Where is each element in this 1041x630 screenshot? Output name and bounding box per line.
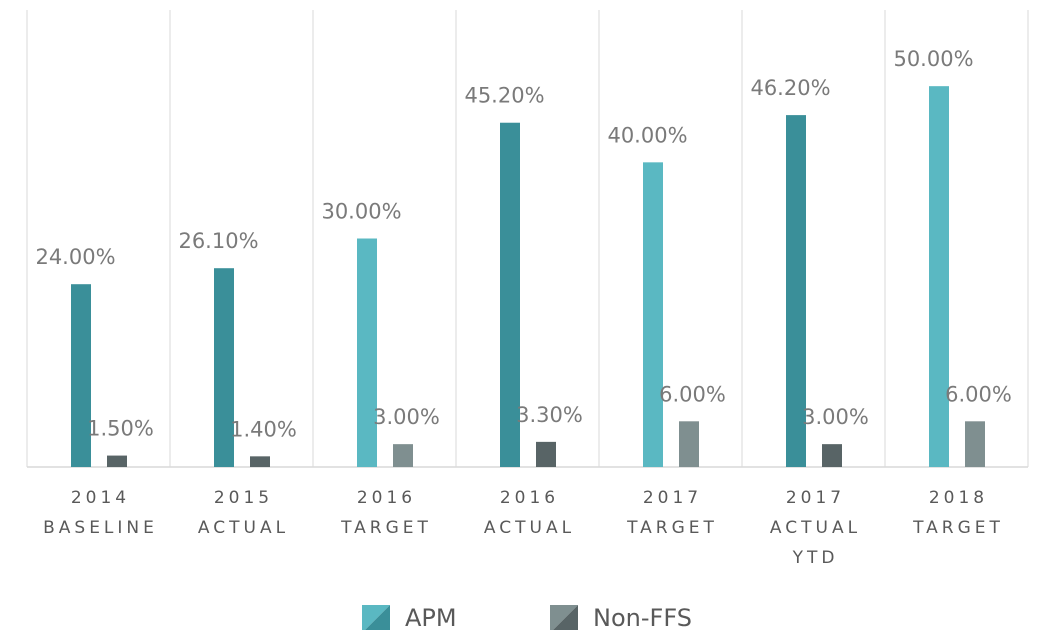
bar bbox=[929, 86, 949, 468]
data-label: 1.50% bbox=[87, 417, 154, 441]
data-label: 3.30% bbox=[516, 403, 583, 427]
x-tick-label: TARGET bbox=[340, 518, 432, 538]
bar bbox=[214, 268, 234, 467]
bar bbox=[250, 456, 270, 467]
bar bbox=[536, 441, 556, 467]
data-label: 3.00% bbox=[802, 405, 869, 429]
legend-swatch bbox=[362, 605, 390, 630]
x-tick-label: 2018 bbox=[929, 488, 988, 508]
x-tick-label: 2017 bbox=[786, 488, 845, 508]
x-tick-label: ACTUAL bbox=[770, 518, 861, 538]
x-tick-label: ACTUAL bbox=[484, 518, 575, 538]
bar bbox=[107, 455, 127, 467]
bar bbox=[822, 444, 842, 467]
data-label: 6.00% bbox=[659, 382, 726, 406]
x-tick-label: 2014 bbox=[71, 488, 130, 508]
x-tick-label: YTD bbox=[792, 548, 839, 568]
bar bbox=[786, 115, 806, 468]
legend-label: Non-FFS bbox=[593, 604, 692, 630]
data-label: 24.00% bbox=[35, 245, 115, 269]
data-label: 46.20% bbox=[750, 76, 830, 100]
data-label: 40.00% bbox=[607, 123, 687, 147]
data-label: 1.40% bbox=[230, 417, 297, 441]
x-tick-label: 2016 bbox=[500, 488, 559, 508]
bar bbox=[393, 444, 413, 467]
x-tick-label: 2016 bbox=[357, 488, 416, 508]
bar bbox=[357, 238, 377, 467]
legend-swatch bbox=[553, 605, 578, 630]
legend-label: APM bbox=[405, 604, 457, 630]
bar bbox=[500, 122, 520, 467]
x-tick-label: TARGET bbox=[912, 518, 1004, 538]
data-label: 45.20% bbox=[464, 84, 544, 108]
data-label: 6.00% bbox=[945, 382, 1012, 406]
legend-swatch bbox=[365, 605, 390, 630]
x-tick-label: BASELINE bbox=[43, 518, 158, 538]
x-tick-label: TARGET bbox=[626, 518, 718, 538]
x-tick-label: ACTUAL bbox=[198, 518, 289, 538]
bar bbox=[643, 162, 663, 468]
x-tick-label: 2015 bbox=[214, 488, 273, 508]
data-label: 3.00% bbox=[373, 405, 440, 429]
bar bbox=[965, 421, 985, 467]
data-label: 26.10% bbox=[178, 229, 258, 253]
bar bbox=[71, 284, 91, 467]
legend-swatch bbox=[550, 605, 578, 630]
bar bbox=[679, 421, 699, 467]
x-tick-label: 2017 bbox=[643, 488, 702, 508]
data-label: 30.00% bbox=[321, 200, 401, 224]
data-label: 50.00% bbox=[893, 47, 973, 71]
